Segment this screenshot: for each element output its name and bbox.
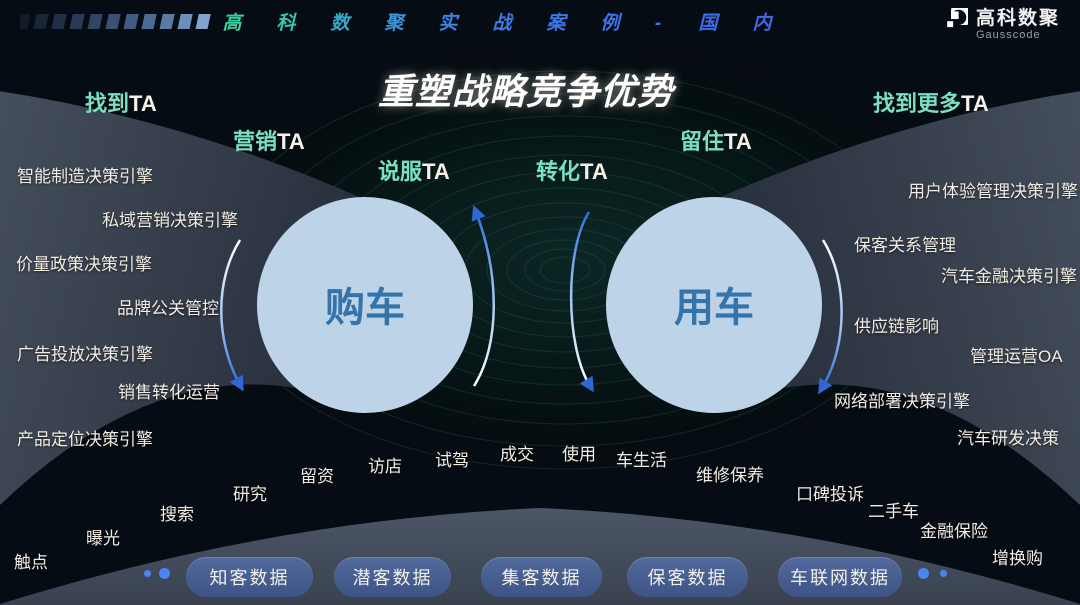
svg-text:-: - [655, 13, 661, 34]
svg-text:案: 案 [545, 12, 568, 34]
svg-text:内: 内 [752, 12, 773, 34]
svg-text:国: 国 [698, 13, 720, 34]
svg-text:数: 数 [330, 12, 352, 34]
svg-text:聚: 聚 [383, 13, 406, 34]
svg-text:实: 实 [438, 12, 460, 34]
svg-text:科: 科 [276, 12, 297, 34]
svg-text:战: 战 [492, 12, 514, 34]
svg-text:购车: 购车 [325, 286, 405, 330]
svg-text:高: 高 [222, 12, 244, 34]
svg-text:用车: 用车 [674, 286, 754, 330]
svg-text:例: 例 [600, 12, 622, 34]
